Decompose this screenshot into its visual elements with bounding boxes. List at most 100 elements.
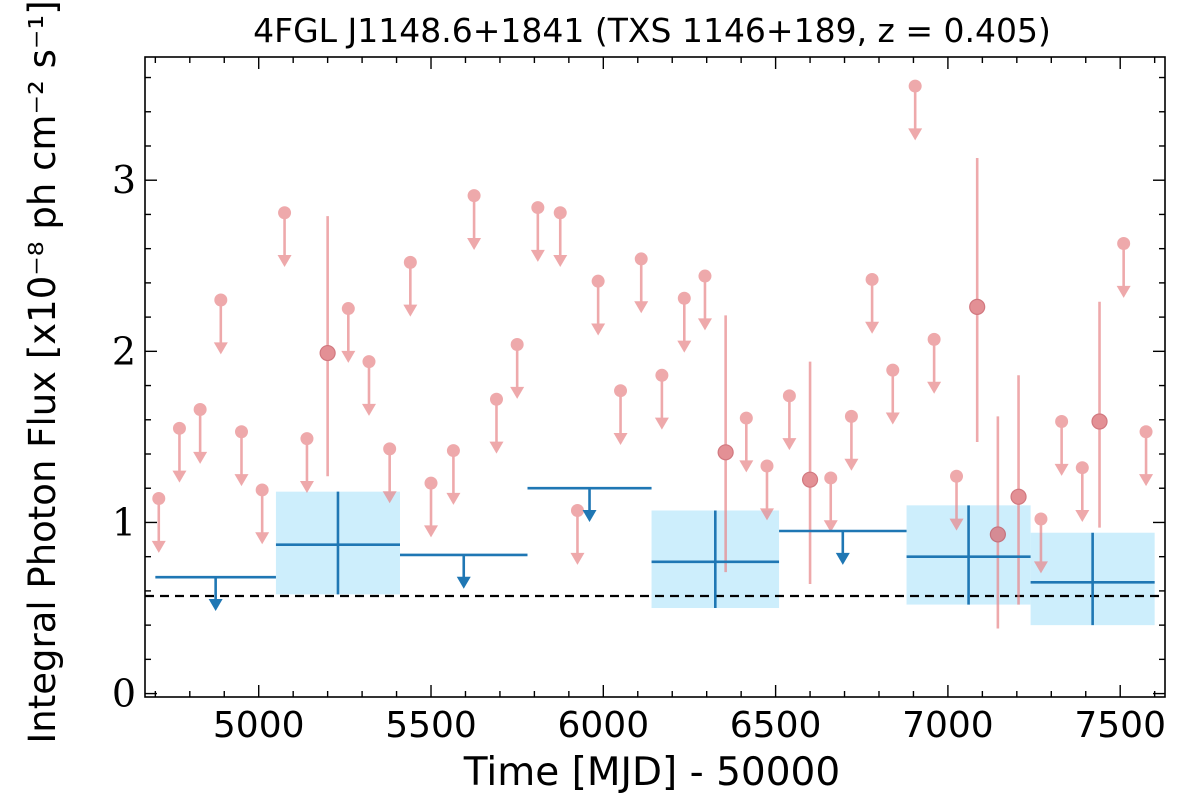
upper-limit-arrowhead	[613, 433, 628, 446]
x-axis-label: Time [MJD] - 50000	[463, 750, 840, 795]
short-bin-upper-limit	[591, 274, 606, 336]
upper-limit-arrowhead	[234, 474, 249, 487]
axis-ticks	[145, 57, 1165, 697]
upper-limit-arrowhead	[213, 342, 228, 355]
y-tick-label: 1	[112, 500, 136, 544]
tick-labels: 5000 5500 6000 6500 7000 7500 0 1 2 3	[112, 158, 1166, 746]
short-bin-detection	[1091, 301, 1108, 528]
upper-limit-arrowhead	[654, 417, 669, 430]
upper-limit-marker	[698, 269, 712, 283]
short-bin-upper-limit	[446, 444, 461, 505]
short-bin-detection	[1010, 375, 1027, 605]
x-tick-label: 6500	[730, 705, 822, 746]
upper-limit-arrowhead	[591, 323, 606, 336]
long-upper-limit-arrowhead	[582, 510, 597, 523]
upper-limit-arrowhead	[865, 321, 880, 334]
long-upper-limit-arrowhead	[835, 552, 850, 565]
long-upper-limit-arrowhead	[456, 576, 471, 589]
upper-limit-marker	[739, 411, 753, 425]
upper-limit-marker	[403, 255, 417, 269]
upper-limit-arrowhead	[299, 480, 314, 493]
short-bin-upper-limit	[1033, 512, 1048, 574]
chart-title: 4FGL J1148.6+1841 (TXS 1146+189, z = 0.4…	[253, 11, 1051, 50]
upper-limit-arrowhead	[277, 255, 292, 268]
upper-limit-arrowhead	[255, 532, 270, 545]
short-bin-upper-limit	[1075, 461, 1090, 523]
long-bin-detection	[651, 510, 780, 609]
upper-limit-arrowhead	[424, 525, 439, 538]
upper-limit-arrowhead	[510, 386, 525, 399]
short-bin-upper-limit	[782, 389, 797, 451]
long-bin-series	[155, 486, 1155, 626]
upper-limit-marker	[152, 491, 166, 505]
upper-limit-arrowhead	[151, 540, 166, 553]
upper-limit-marker	[591, 274, 605, 288]
upper-limit-arrowhead	[927, 381, 942, 394]
upper-limit-arrowhead	[1139, 474, 1154, 487]
short-bin-upper-limit	[634, 252, 649, 314]
short-bin-upper-limit	[697, 269, 712, 331]
upper-limit-arrowhead	[1033, 561, 1048, 574]
upper-limit-marker	[1139, 425, 1153, 439]
long-bin-detection	[906, 505, 1031, 605]
short-bin-upper-limit	[1139, 425, 1154, 487]
upper-limit-marker	[1117, 237, 1131, 251]
long-bin-upper-limit	[779, 529, 907, 565]
x-tick-label: 7500	[1074, 705, 1166, 746]
short-bin-upper-limit	[234, 425, 249, 487]
short-bin-upper-limit	[908, 79, 923, 141]
upper-limit-arrowhead	[908, 128, 923, 141]
upper-limit-marker	[255, 483, 269, 497]
short-bin-series	[151, 79, 1154, 629]
detection-marker	[717, 444, 734, 461]
upper-limit-marker	[844, 409, 858, 423]
short-bin-upper-limit	[361, 355, 376, 416]
upper-limit-arrowhead	[489, 441, 504, 454]
upper-limit-marker	[531, 201, 545, 215]
y-tick-label: 0	[112, 672, 136, 716]
upper-limit-arrowhead	[467, 237, 482, 250]
long-upper-limit-arrowhead	[208, 599, 223, 612]
short-bin-detection	[989, 416, 1006, 629]
upper-limit-marker	[570, 503, 584, 517]
upper-limit-marker	[927, 332, 941, 346]
x-tick-label: 5000	[213, 705, 305, 746]
upper-limit-arrowhead	[634, 301, 649, 314]
short-bin-upper-limit	[677, 291, 692, 353]
short-bin-upper-limit	[844, 409, 859, 471]
short-bin-upper-limit	[530, 201, 545, 262]
upper-limit-marker	[193, 403, 207, 417]
short-bin-upper-limit	[299, 432, 314, 493]
long-bin-upper-limit	[400, 553, 528, 589]
upper-limit-arrowhead	[697, 318, 712, 331]
upper-limit-marker	[362, 355, 376, 369]
upper-limit-marker	[234, 425, 248, 439]
upper-limit-marker	[760, 459, 774, 473]
upper-limit-marker	[677, 291, 691, 305]
short-bin-upper-limit	[553, 206, 568, 268]
detection-marker	[319, 344, 336, 362]
upper-limit-marker	[908, 79, 922, 93]
upper-limit-marker	[383, 442, 397, 456]
y-tick-label: 3	[112, 158, 136, 202]
short-bin-upper-limit	[823, 471, 838, 533]
short-bin-upper-limit	[1116, 237, 1131, 298]
long-bin-detection	[1030, 532, 1155, 626]
upper-limit-arrowhead	[361, 403, 376, 416]
x-tick-label: 6000	[557, 705, 649, 746]
upper-limit-marker	[865, 272, 879, 286]
short-bin-upper-limit	[341, 302, 356, 363]
short-bin-upper-limit	[467, 189, 482, 250]
upper-limit-marker	[172, 421, 186, 435]
short-bin-upper-limit	[654, 368, 669, 430]
upper-limit-arrowhead	[553, 255, 568, 268]
upper-limit-arrowhead	[1116, 285, 1131, 298]
short-bin-detection	[969, 157, 986, 443]
upper-limit-arrowhead	[172, 470, 187, 483]
upper-limit-arrowhead	[530, 249, 545, 262]
upper-limit-arrowhead	[739, 460, 754, 473]
short-bin-upper-limit	[865, 272, 880, 334]
upper-limit-marker	[886, 363, 900, 377]
short-bin-upper-limit	[613, 384, 628, 446]
